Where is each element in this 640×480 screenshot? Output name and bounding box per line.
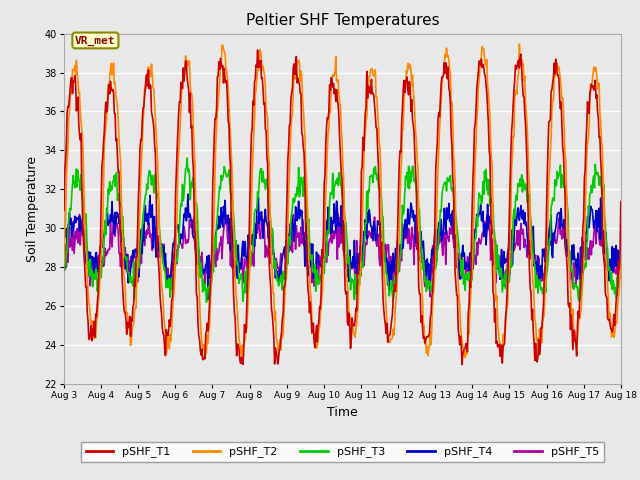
pSHF_T5 [60, 265, 68, 271]
pSHF_T2 [411, 111, 419, 117]
pSHF_T3 [127, 280, 135, 286]
pSHF_T5 [127, 264, 135, 270]
pSHF_T3 [60, 267, 68, 273]
pSHF_T3 [412, 180, 419, 186]
pSHF_T3 [185, 166, 193, 172]
pSHF_T1 [428, 293, 436, 299]
Text: VR_met: VR_met [75, 36, 116, 46]
pSHF_T3 [203, 300, 211, 305]
pSHF_T2 [515, 41, 523, 47]
pSHF_T1 [239, 361, 247, 367]
pSHF_T4 [185, 215, 193, 220]
pSHF_T1 [70, 79, 78, 85]
Line: pSHF_T2: pSHF_T2 [64, 44, 621, 360]
pSHF_T1 [184, 82, 192, 88]
pSHF_T4 [60, 239, 68, 244]
pSHF_T2 [70, 67, 78, 73]
Title: Peltier SHF Temperatures: Peltier SHF Temperatures [246, 13, 439, 28]
pSHF_T1 [412, 168, 419, 173]
Line: pSHF_T1: pSHF_T1 [64, 50, 621, 364]
Legend: pSHF_T1, pSHF_T2, pSHF_T3, pSHF_T4, pSHF_T5: pSHF_T1, pSHF_T2, pSHF_T3, pSHF_T4, pSHF… [81, 442, 604, 462]
pSHF_T3 [183, 155, 191, 161]
pSHF_T2 [184, 58, 192, 63]
pSHF_T4 [204, 297, 212, 302]
pSHF_T2 [617, 247, 625, 252]
pSHF_T4 [617, 256, 625, 262]
pSHF_T5 [70, 251, 78, 256]
pSHF_T4 [70, 220, 78, 226]
pSHF_T5 [334, 211, 342, 217]
pSHF_T2 [428, 342, 435, 348]
pSHF_T1 [60, 207, 68, 213]
Line: pSHF_T3: pSHF_T3 [64, 158, 621, 302]
pSHF_T2 [60, 261, 68, 267]
pSHF_T2 [214, 109, 221, 115]
pSHF_T4 [127, 253, 135, 259]
Line: pSHF_T4: pSHF_T4 [64, 194, 621, 300]
pSHF_T1 [617, 199, 625, 204]
pSHF_T5 [617, 252, 625, 258]
pSHF_T3 [617, 271, 625, 277]
Line: pSHF_T5: pSHF_T5 [64, 214, 621, 297]
pSHF_T4 [184, 192, 192, 197]
pSHF_T2 [127, 338, 135, 344]
pSHF_T3 [70, 180, 78, 185]
pSHF_T1 [127, 315, 135, 321]
pSHF_T1 [254, 47, 262, 53]
Y-axis label: Soil Temperature: Soil Temperature [26, 156, 39, 262]
pSHF_T3 [428, 287, 436, 293]
pSHF_T1 [214, 74, 221, 80]
pSHF_T3 [215, 193, 223, 199]
pSHF_T5 [214, 257, 221, 263]
X-axis label: Time: Time [327, 406, 358, 419]
pSHF_T5 [411, 223, 419, 228]
pSHF_T5 [426, 294, 434, 300]
pSHF_T4 [215, 213, 223, 219]
pSHF_T2 [238, 357, 246, 363]
pSHF_T4 [412, 240, 419, 245]
pSHF_T5 [428, 271, 436, 276]
pSHF_T4 [428, 247, 436, 253]
pSHF_T5 [184, 240, 192, 245]
